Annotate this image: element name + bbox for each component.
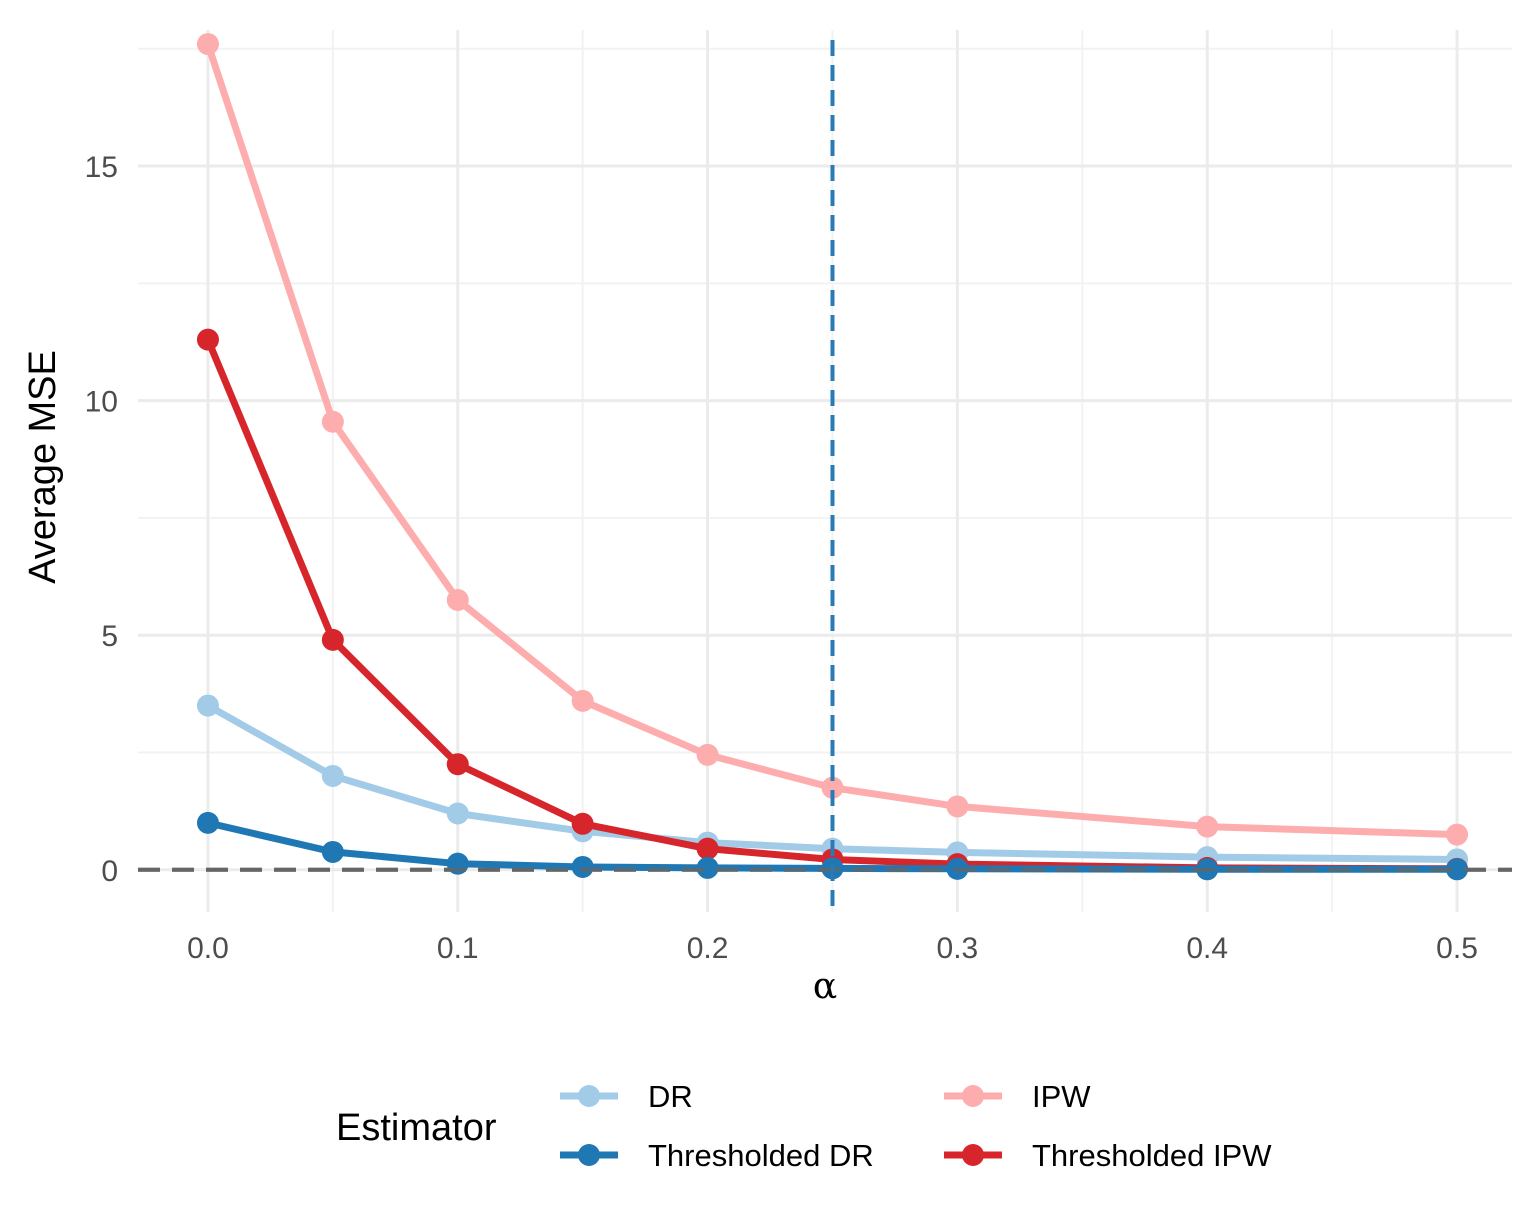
- data-point: [196, 694, 219, 717]
- legend: Estimator DR Thresholded DR IPW Thresholded…: [336, 1079, 1272, 1173]
- data-point: [321, 764, 344, 787]
- data-point: [696, 856, 719, 879]
- data-point: [196, 811, 219, 834]
- legend-label: IPW: [1032, 1079, 1091, 1114]
- legend-key-point: [578, 1085, 600, 1107]
- data-point: [321, 410, 344, 433]
- legend-item-dr: DR: [560, 1079, 693, 1114]
- data-point: [1196, 815, 1219, 838]
- data-point: [571, 855, 594, 878]
- x-tick-label: 0.2: [687, 932, 729, 965]
- y-axis-title: Average MSE: [22, 350, 64, 584]
- data-point: [446, 589, 469, 612]
- legend-label: DR: [648, 1079, 693, 1114]
- grid: [138, 30, 1512, 912]
- legend-key-point: [962, 1144, 984, 1166]
- legend-item-thresholded-dr: Thresholded DR: [560, 1138, 874, 1173]
- y-tick-label: 15: [85, 151, 118, 184]
- data-point: [696, 743, 719, 766]
- x-axis-title: α: [813, 966, 837, 1007]
- x-tick-label: 0.0: [187, 932, 229, 965]
- x-tick-label: 0.1: [437, 932, 479, 965]
- legend-item-ipw: IPW: [944, 1079, 1091, 1114]
- x-tick-label: 0.3: [937, 932, 979, 965]
- data-point: [446, 802, 469, 825]
- overlay-reference-lines: [138, 40, 1512, 912]
- data-point: [196, 33, 219, 56]
- legend-label: Thresholded DR: [648, 1138, 874, 1173]
- data-point: [1446, 823, 1469, 846]
- data-point: [571, 812, 594, 835]
- data-point: [1446, 858, 1469, 881]
- data-point: [321, 628, 344, 651]
- data-point: [321, 840, 344, 863]
- y-tick-label: 5: [101, 620, 118, 653]
- legend-item-thresholded-ipw: Thresholded IPW: [944, 1138, 1272, 1173]
- legend-key-point: [578, 1144, 600, 1166]
- y-tick-label: 10: [85, 386, 118, 419]
- data-point: [446, 753, 469, 776]
- data-point: [571, 689, 594, 712]
- legend-title: Estimator: [336, 1107, 497, 1149]
- legend-key-point: [962, 1085, 984, 1107]
- tick-labels: 0.0 0.1 0.2 0.3 0.4 0.5 0 5 10 15: [85, 151, 1478, 965]
- x-tick-label: 0.5: [1436, 932, 1478, 965]
- y-tick-label: 0: [101, 855, 118, 888]
- series-ipw: [196, 33, 1469, 846]
- data-point: [946, 795, 969, 818]
- data-point: [696, 837, 719, 860]
- legend-label: Thresholded IPW: [1032, 1138, 1272, 1173]
- data-point: [196, 328, 219, 351]
- series: [196, 33, 1469, 881]
- x-tick-label: 0.4: [1186, 932, 1228, 965]
- data-point: [821, 776, 844, 799]
